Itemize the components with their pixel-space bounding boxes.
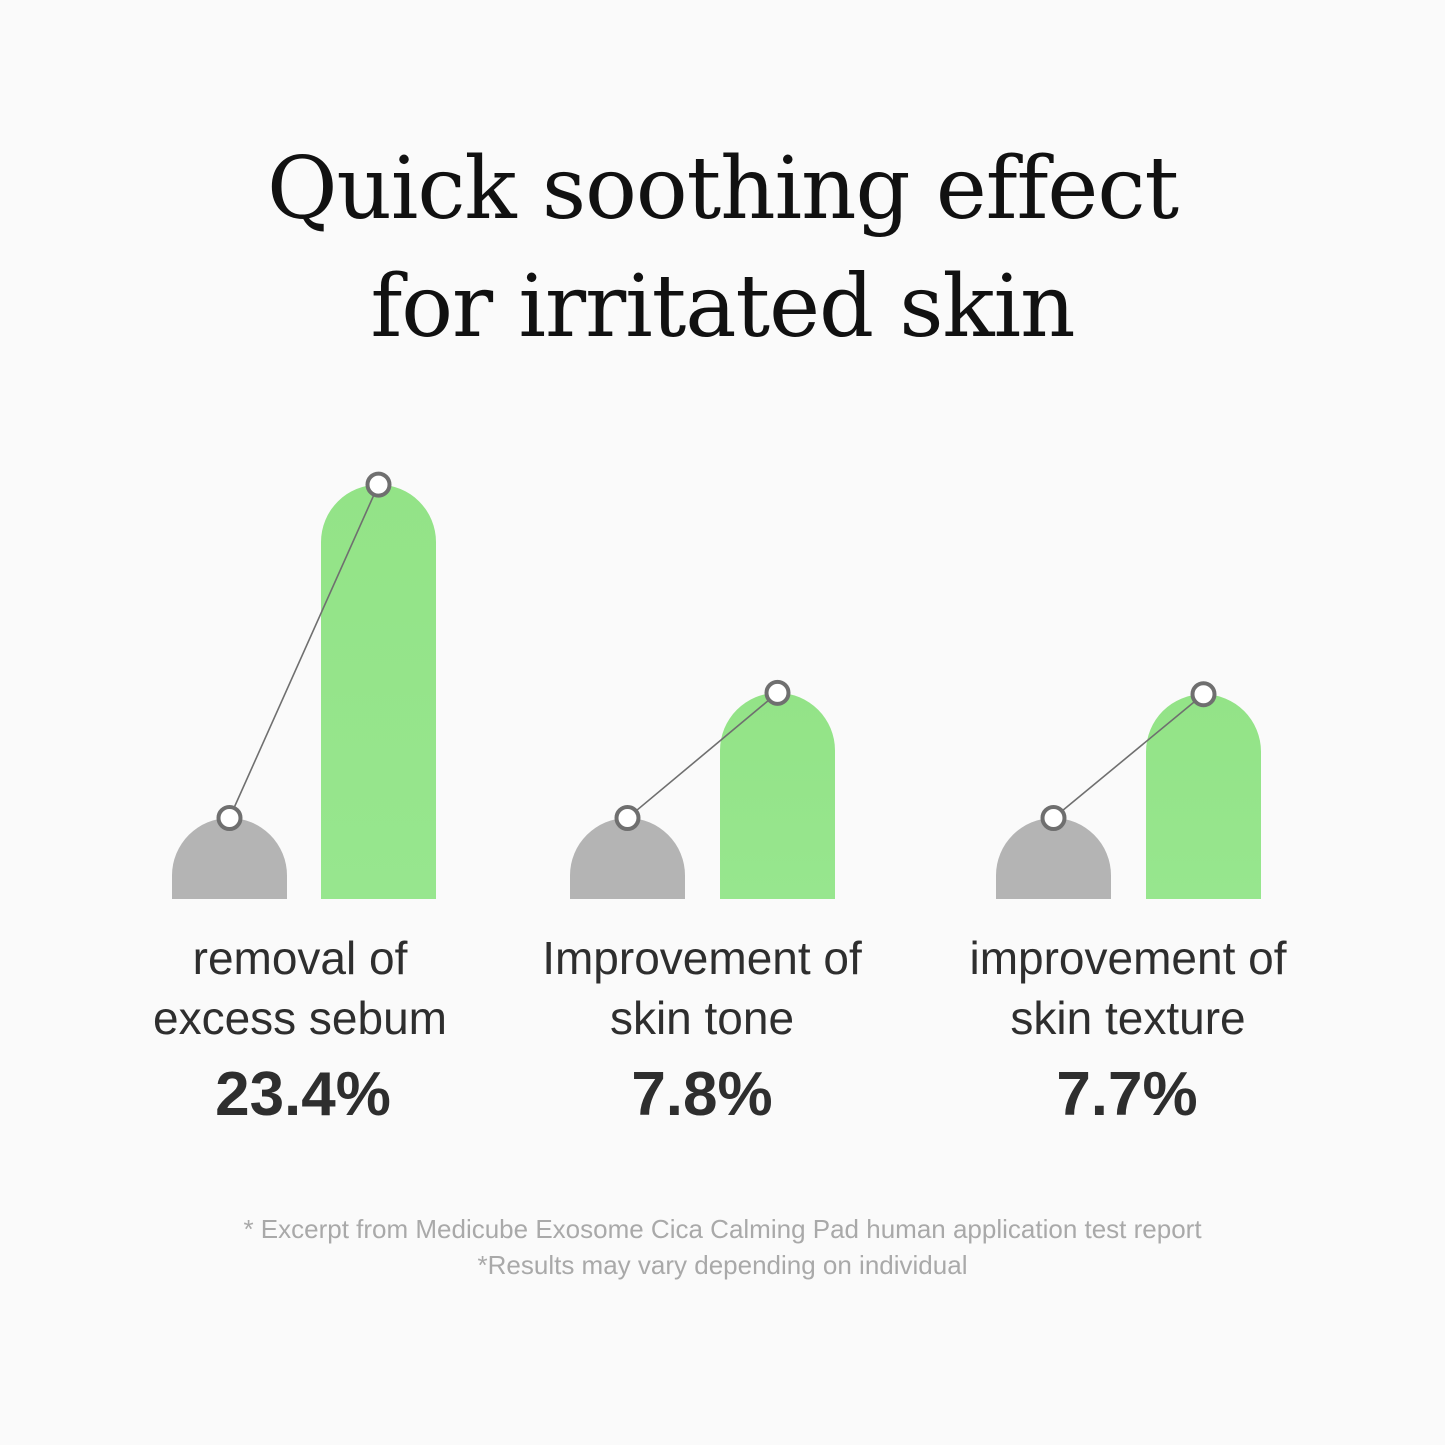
category-label-texture-line-2: skin texture (1010, 992, 1246, 1044)
value-label-sebum: 23.4% (215, 1060, 391, 1129)
footnote-disclaimer: *Results may vary depending on individua… (477, 1250, 968, 1280)
category-label-sebum-line-1: removal of (192, 932, 408, 984)
value-label-texture: 7.7% (1056, 1060, 1198, 1129)
before-marker-texture (1040, 805, 1067, 831)
before-bar-tone (570, 818, 685, 899)
category-label-texture-line-1: improvement of (969, 932, 1287, 984)
footnote-source: * Excerpt from Medicube Exosome Cica Cal… (243, 1214, 1202, 1244)
before-marker-tone (614, 805, 641, 831)
category-label-tone-line-2: skin tone (609, 992, 795, 1044)
after-marker-texture (1190, 681, 1217, 708)
category-label-sebum: removal of excess sebum (90, 928, 510, 1048)
chart-title: Quick soothing effect for irritated skin (0, 130, 1445, 366)
after-bar-sebum (321, 484, 436, 899)
category-label-texture: improvement of skin texture (918, 928, 1338, 1048)
title-line-2: for irritated skin (370, 257, 1075, 357)
connector-line-texture (1052, 693, 1205, 819)
before-bar-sebum (172, 818, 287, 899)
after-marker-tone (764, 679, 791, 706)
before-bar-texture (996, 818, 1111, 899)
after-bar-tone (720, 692, 835, 899)
title-line-1: Quick soothing effect (266, 139, 1179, 239)
after-bar-texture (1146, 694, 1261, 899)
category-label-tone-line-1: Improvement of (542, 932, 862, 984)
before-marker-sebum (216, 805, 243, 831)
connector-line-tone (626, 692, 779, 819)
category-label-sebum-line-2: excess sebum (152, 992, 447, 1044)
value-label-tone: 7.8% (631, 1060, 773, 1129)
after-marker-sebum (365, 471, 392, 498)
connector-line-sebum (228, 484, 380, 819)
category-label-tone: Improvement of skin tone (492, 928, 912, 1048)
